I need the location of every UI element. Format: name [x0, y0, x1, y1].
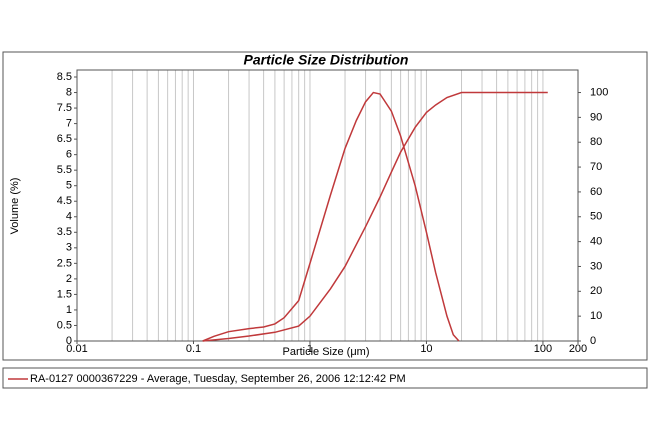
y-axis-title: Volume (%) [9, 178, 21, 235]
y-tick-label: 7 [66, 117, 72, 129]
y-tick-label: 1 [66, 304, 72, 316]
y2-tick-label: 10 [590, 310, 602, 322]
legend-frame [2, 367, 648, 389]
y-tick-label: 8.5 [57, 71, 72, 83]
y-tick-label: 8 [66, 86, 72, 98]
y-tick-label: 4 [66, 211, 72, 223]
y2-tick-label: 60 [590, 186, 602, 198]
x-tick-label: 200 [569, 343, 587, 355]
x-tick-label: 0.1 [186, 343, 201, 355]
x-tick-label: 100 [534, 343, 552, 355]
y-tick-label: 6.5 [57, 133, 72, 145]
y2-tick-label: 90 [590, 111, 602, 123]
y-tick-label: 4.5 [57, 195, 72, 207]
chart-frame [2, 51, 648, 361]
y-tick-label: 5.5 [57, 164, 72, 176]
x-axis-title: Particle Size (μm) [282, 346, 369, 358]
y-tick-label: 6 [66, 149, 72, 161]
y-tick-label: 7.5 [57, 102, 72, 114]
y2-tick-label: 70 [590, 161, 602, 173]
series-line [202, 91, 548, 342]
y-tick-label: 3 [66, 242, 72, 254]
y2-tick-label: 30 [590, 260, 602, 272]
y2-tick-label: 80 [590, 136, 602, 148]
y2-tick-label: 100 [590, 86, 608, 98]
y-tick-label: 3.5 [57, 226, 72, 238]
x-tick-label: 1 [307, 343, 313, 355]
y-tick-label: 2.5 [57, 257, 72, 269]
y2-tick-label: 0 [590, 335, 596, 347]
y2-tick-label: 20 [590, 285, 602, 297]
y-tick-label: 2 [66, 273, 72, 285]
series-line [202, 91, 460, 342]
x-tick-label: 10 [420, 343, 432, 355]
y2-tick-label: 40 [590, 236, 602, 248]
y2-tick-label: 50 [590, 211, 602, 223]
legend-label: RA-0127 0000367229 - Average, Tuesday, S… [30, 373, 406, 385]
plot-frame [76, 69, 579, 342]
y-tick-label: 0.5 [57, 319, 72, 331]
x-tick-label: 0.01 [66, 343, 87, 355]
y-tick-label: 5 [66, 180, 72, 192]
chart-title: Particle Size Distribution [244, 52, 409, 68]
y-tick-label: 0 [66, 335, 72, 347]
y-tick-label: 1.5 [57, 288, 72, 300]
